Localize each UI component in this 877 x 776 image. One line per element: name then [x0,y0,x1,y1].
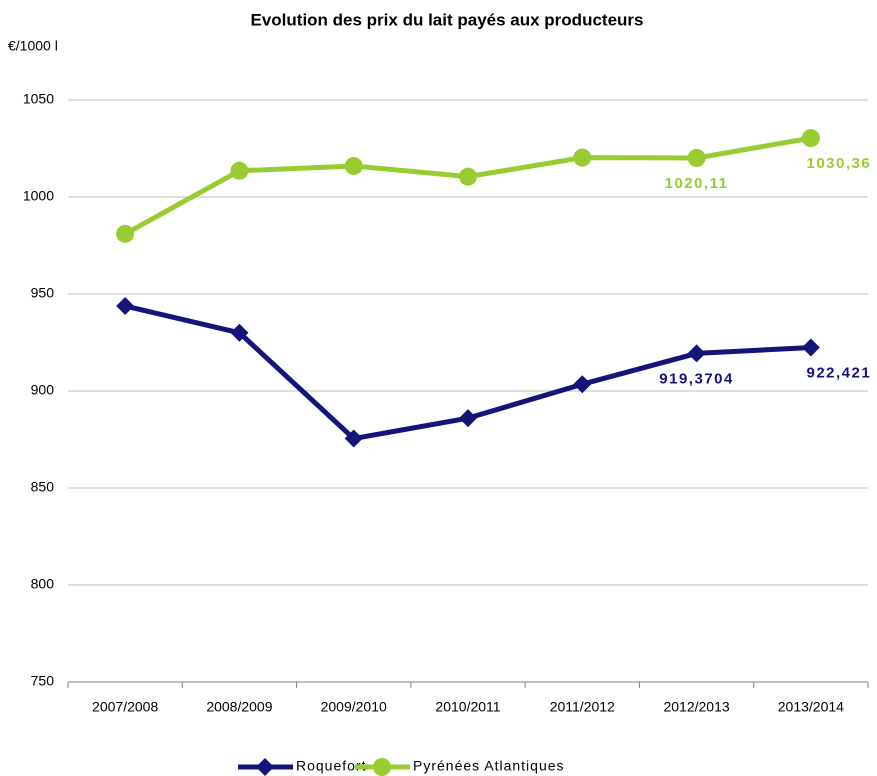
y-tick-label: 750 [31,673,55,689]
x-tick-label: 2008/2009 [206,699,272,715]
point [459,409,477,428]
point [687,148,706,167]
point [573,375,592,394]
value-label: 1020,11 [665,175,729,192]
x-tick-label: 2011/2012 [550,699,615,715]
y-tick-label: 850 [31,479,55,495]
legend-label: Roquefort [296,758,366,774]
point [801,129,820,148]
chart-title: Evolution des prix du lait payés aux pro… [251,10,644,29]
value-label: 922,421 [806,364,871,381]
y-tick-label: 900 [31,382,55,398]
point [801,338,820,357]
x-tick-label: 2007/2008 [92,699,158,715]
x-tick-label: 2010/2011 [435,699,500,715]
point [344,429,363,448]
y-tick-label: 1000 [23,188,54,204]
point [230,323,249,342]
y-axis-label: €/1000 l [8,38,58,54]
legend-marker [256,758,274,776]
y-tick-label: 1050 [23,91,54,107]
point [459,167,477,186]
y-tick-label: 950 [31,285,55,301]
point [573,148,592,167]
x-tick-label: 2013/2014 [778,699,844,715]
value-label: 919,3704 [659,370,734,387]
point [230,161,249,180]
y-tick-label: 800 [31,576,55,592]
x-tick-label: 2012/2013 [663,699,729,715]
point [116,224,135,243]
value-label: 1030,36 [806,155,871,172]
legend-label: Pyrénées Atlantiques [413,758,565,774]
point [344,156,363,175]
point [116,297,135,316]
x-tick-label: 2009/2010 [321,699,387,715]
point [687,344,706,363]
legend-marker [373,758,391,776]
